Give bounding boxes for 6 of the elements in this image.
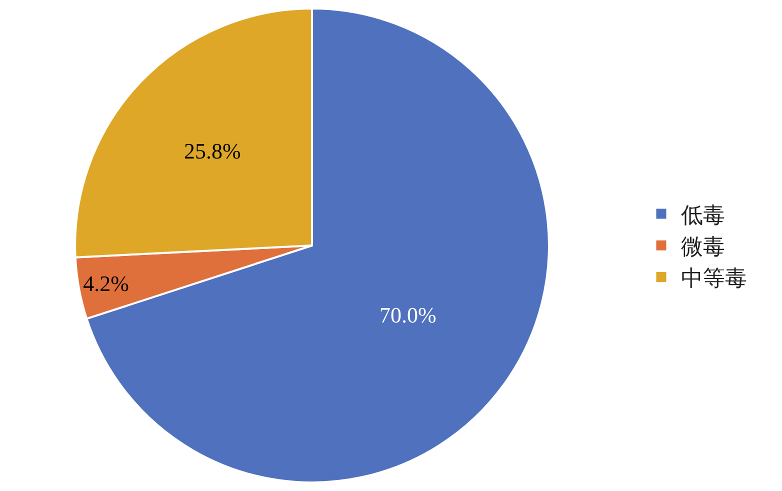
legend-label: 中等毒 (681, 266, 748, 292)
data-label: 25.8% (184, 138, 241, 164)
data-label: 4.2% (83, 270, 129, 296)
legend-label: 微毒 (681, 234, 726, 260)
data-label: 70.0% (379, 302, 436, 328)
legend-label: 低毒 (681, 203, 726, 228)
